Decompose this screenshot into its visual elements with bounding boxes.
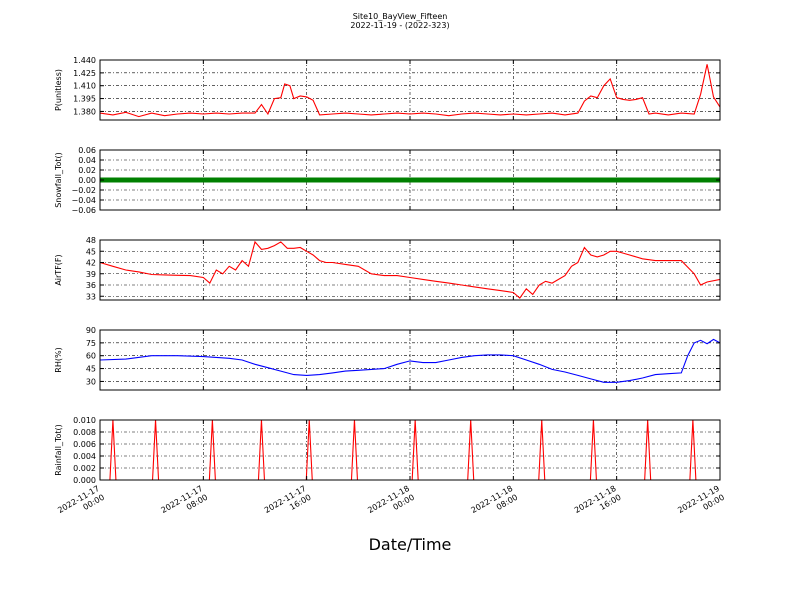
- rain-spike: [109, 419, 117, 481]
- x-tick-label: 2022-11-1808:00: [470, 484, 520, 524]
- y-tick-label: 0.004: [73, 452, 96, 461]
- x-axis-label: Date/Time: [369, 535, 452, 554]
- y-tick-label: 0.04: [78, 156, 96, 165]
- rain-spike: [644, 419, 652, 481]
- rain-spike: [538, 419, 546, 481]
- y-tick-label: 0.00: [78, 176, 96, 185]
- y-tick-label: 48: [86, 236, 96, 245]
- y-tick-label: 30: [86, 377, 96, 386]
- y-tick-label: 0.000: [73, 476, 96, 485]
- x-tick-label: 2022-11-1708:00: [160, 484, 210, 524]
- y-axis-label: Rainfall_Tot(): [54, 424, 63, 476]
- rain-spike: [589, 419, 597, 481]
- panel-2: −0.06−0.04−0.020.000.020.040.06 Snowfall_…: [54, 146, 721, 215]
- rain-spike: [689, 419, 697, 481]
- x-tick-label: 2022-11-1900:00: [676, 484, 726, 524]
- panel-5: 0.000 0.002 0.004 0.006 0.008 0.010 Rainfall_T…: [54, 416, 721, 485]
- y-tick-label: 36: [86, 281, 96, 290]
- y-tick-label: 0.06: [78, 146, 96, 155]
- chart-title-line1: Site10_BayView_Fifteen: [353, 12, 448, 21]
- y-tick-label: 0.002: [73, 464, 96, 473]
- y-tick-label: −0.06: [71, 206, 96, 215]
- panel-4: 30 45 60 75 90 RH(%): [54, 326, 721, 391]
- y-tick-label: 0.006: [73, 440, 96, 449]
- y-tick-label: 42: [86, 259, 96, 268]
- series-line-4: [99, 338, 721, 383]
- y-axis-label: AirTF(F): [54, 254, 63, 285]
- y-axis-label: RH(%): [54, 347, 63, 372]
- y-axis-label: Snowfall_Tot(): [54, 152, 63, 208]
- chart-title-line2: 2022-11-19 - (2022-323): [350, 21, 449, 30]
- y-tick-label: 1.440: [73, 56, 96, 65]
- series-line-3: [99, 240, 721, 299]
- x-tick-label: 2022-11-1800:00: [366, 484, 416, 524]
- rain-spike: [151, 419, 160, 481]
- y-tick-label: 75: [86, 339, 96, 348]
- y-tick-label: 1.380: [73, 107, 96, 116]
- y-tick-label: 45: [86, 365, 96, 374]
- rain-spike: [350, 419, 359, 481]
- rain-spike: [257, 419, 266, 481]
- y-tick-label: 1.395: [73, 95, 96, 104]
- y-tick-label: 33: [86, 292, 96, 301]
- y-tick-label: 60: [86, 352, 96, 361]
- y-axis-label: P(unitless): [54, 69, 63, 111]
- rain-spike: [467, 419, 475, 481]
- y-tick-label: 45: [86, 247, 96, 256]
- panel-3: 33 36 39 42 45 48 AirTF(F): [54, 236, 721, 301]
- y-tick-label: −0.04: [71, 196, 96, 205]
- y-tick-label: 1.425: [73, 69, 96, 78]
- panel-1: 1.380 1.395 1.410 1.425 1.440 P(unitless): [54, 56, 721, 121]
- y-tick-label: 1.410: [73, 82, 96, 91]
- rain-spike: [411, 419, 419, 481]
- y-tick-label: 0.010: [73, 416, 96, 425]
- y-tick-label: 0.008: [73, 428, 96, 437]
- x-tick-label: 2022-11-1716:00: [263, 484, 313, 524]
- y-tick-label: 39: [86, 270, 96, 279]
- series-line-1: [99, 64, 721, 118]
- x-tick-label: 2022-11-1700:00: [56, 484, 106, 524]
- rain-spike: [305, 419, 313, 481]
- rain-spike: [208, 419, 216, 481]
- y-tick-label: −0.02: [71, 186, 96, 195]
- x-tick-label: 2022-11-1816:00: [573, 484, 623, 524]
- y-tick-label: 90: [86, 326, 96, 335]
- y-tick-label: 0.02: [78, 166, 96, 175]
